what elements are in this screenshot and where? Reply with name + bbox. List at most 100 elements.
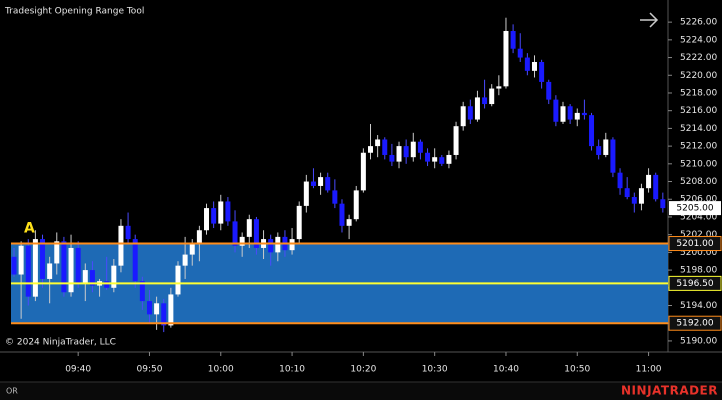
candle-body (11, 256, 17, 275)
candle-body (596, 146, 602, 155)
copyright: © 2024 NinjaTrader, LLC (5, 338, 116, 348)
candle-body (403, 146, 409, 158)
candle-body (496, 86, 502, 89)
candle-body (168, 294, 174, 326)
candle-body (503, 30, 509, 87)
candle-body (146, 301, 152, 315)
candle-body (567, 106, 573, 120)
y-tick-label: 5224.00 (680, 35, 717, 45)
candle-body (467, 106, 473, 120)
candle-body (417, 141, 423, 153)
candle-body (389, 154, 395, 162)
candle-body (360, 152, 366, 191)
y-tick-label: 5220.00 (680, 71, 717, 81)
candle-body (368, 146, 373, 153)
candle-body (18, 245, 24, 275)
candle-body (289, 239, 295, 251)
candle-body (653, 174, 659, 200)
price-marker-box (668, 275, 722, 291)
candle-body (453, 126, 459, 155)
candle-body (118, 225, 124, 266)
candle-body (396, 146, 402, 162)
price-marker-label: 5196.50 (676, 279, 713, 289)
candle-body (68, 247, 74, 293)
candle-body (246, 219, 252, 237)
candle-body (25, 245, 31, 297)
last-price-label: 5205.00 (676, 204, 713, 214)
x-tick-label: 10:30 (422, 365, 448, 375)
candle-body (660, 199, 666, 209)
candle-body (154, 303, 160, 315)
candle-body (432, 157, 438, 162)
x-tick-label: 10:20 (350, 365, 376, 375)
candle-body (624, 188, 630, 198)
y-tick-label: 5222.00 (680, 53, 717, 63)
candle-body (460, 106, 466, 127)
y-tick-label: 5190.00 (680, 336, 717, 346)
y-tick-label: 5226.00 (680, 18, 717, 28)
x-tick-label: 10:40 (493, 365, 519, 375)
candle-body (524, 57, 530, 71)
candle-body (111, 265, 117, 288)
scroll-arrow[interactable] (640, 12, 659, 28)
candle-body (531, 61, 537, 71)
candle-body (161, 303, 167, 326)
arrow-head (649, 12, 659, 28)
opening-range-label: A (24, 221, 35, 237)
candle-body (125, 225, 131, 240)
y-tick-label: 5210.00 (680, 159, 717, 169)
candle-body (339, 203, 345, 226)
candle-body (446, 154, 452, 164)
y-tick-label: 5200.00 (680, 248, 717, 258)
x-tick-label: 10:10 (279, 365, 305, 375)
candle-body (589, 115, 595, 147)
candle-body (574, 112, 580, 120)
candle-body (603, 139, 609, 155)
candle-body (211, 208, 217, 224)
brand-logo: NINJATRADER (621, 384, 718, 398)
candle-body (546, 81, 552, 100)
x-tick-label: 10:00 (208, 365, 234, 375)
candle-body (218, 201, 224, 224)
candle-body (510, 30, 516, 49)
candle-body (581, 112, 587, 116)
candle-body (346, 219, 352, 226)
candle-body (425, 152, 431, 162)
candle-body (553, 99, 559, 122)
candle-body (610, 139, 616, 173)
footer-bar (0, 382, 722, 400)
candle-body (517, 48, 523, 58)
y-tick-label: 5206.00 (680, 195, 717, 205)
candle-body (61, 241, 67, 293)
candle-body (253, 219, 259, 248)
candle-body (474, 97, 480, 120)
candle-body (182, 254, 188, 266)
candle-body (175, 265, 181, 295)
candle-body (617, 172, 623, 189)
candle-body (75, 247, 81, 284)
candle-body (382, 139, 388, 155)
candle-body (189, 243, 195, 255)
y-tick-label: 5204.00 (680, 212, 717, 222)
price-marker-box (668, 236, 722, 252)
x-tick-label: 09:40 (65, 365, 91, 375)
y-tick-label: 5214.00 (680, 124, 717, 134)
price-marker-box (668, 315, 722, 331)
y-tick-label: 5212.00 (680, 142, 717, 152)
candle-body (54, 241, 60, 264)
candle-body (539, 61, 545, 82)
candle-body (375, 139, 381, 147)
candle-body (196, 230, 202, 244)
candle-body (638, 188, 644, 204)
y-tick-label: 5202.00 (680, 230, 717, 240)
candle-body (482, 97, 488, 105)
candle-body (40, 239, 46, 279)
y-tick-label: 5216.00 (680, 106, 717, 116)
y-tick-label: 5208.00 (680, 177, 717, 187)
candle-body (82, 270, 88, 284)
footer-tab[interactable]: OR (6, 387, 18, 396)
candle-body (318, 177, 324, 186)
chart-title: Tradesight Opening Range Tool (4, 7, 144, 17)
